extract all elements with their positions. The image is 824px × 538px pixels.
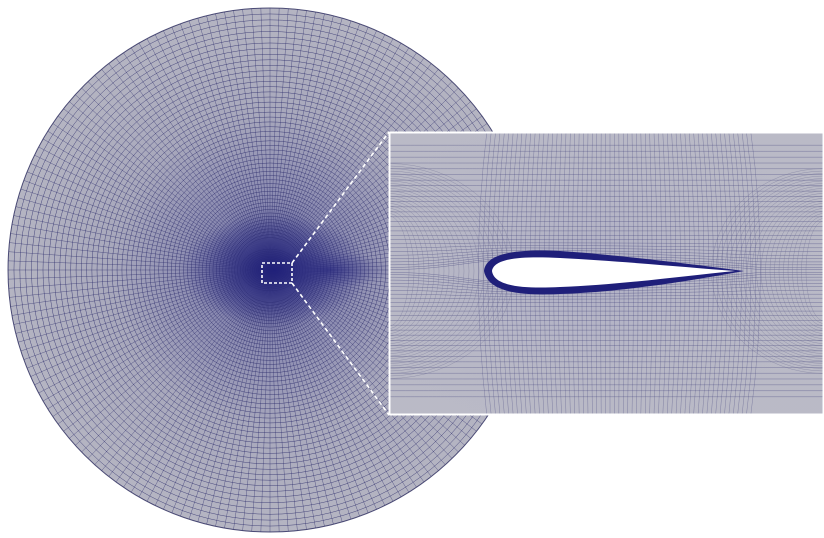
airfoil-shape — [492, 257, 735, 288]
zoom-inset — [388, 131, 824, 416]
zoom-highlight-box — [261, 262, 293, 284]
zoom-connector-bottom — [291, 282, 390, 416]
zoom-connector-top — [291, 131, 390, 264]
